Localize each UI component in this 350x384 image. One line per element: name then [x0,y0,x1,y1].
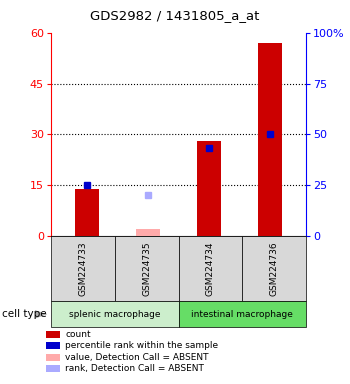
Text: GDS2982 / 1431805_a_at: GDS2982 / 1431805_a_at [90,9,260,22]
Text: percentile rank within the sample: percentile rank within the sample [65,341,218,350]
Text: count: count [65,329,91,339]
Text: intestinal macrophage: intestinal macrophage [191,310,293,319]
Text: cell type: cell type [2,309,46,319]
Text: GSM224733: GSM224733 [78,242,87,296]
Text: GSM224734: GSM224734 [206,242,215,296]
Bar [75,189,99,236]
Bar [258,43,282,236]
Bar [197,141,221,236]
Text: GSM224736: GSM224736 [270,242,279,296]
Text: GSM224735: GSM224735 [142,242,151,296]
Bar [136,229,160,236]
Text: rank, Detection Call = ABSENT: rank, Detection Call = ABSENT [65,364,204,373]
Text: splenic macrophage: splenic macrophage [69,310,160,319]
Text: value, Detection Call = ABSENT: value, Detection Call = ABSENT [65,353,209,362]
